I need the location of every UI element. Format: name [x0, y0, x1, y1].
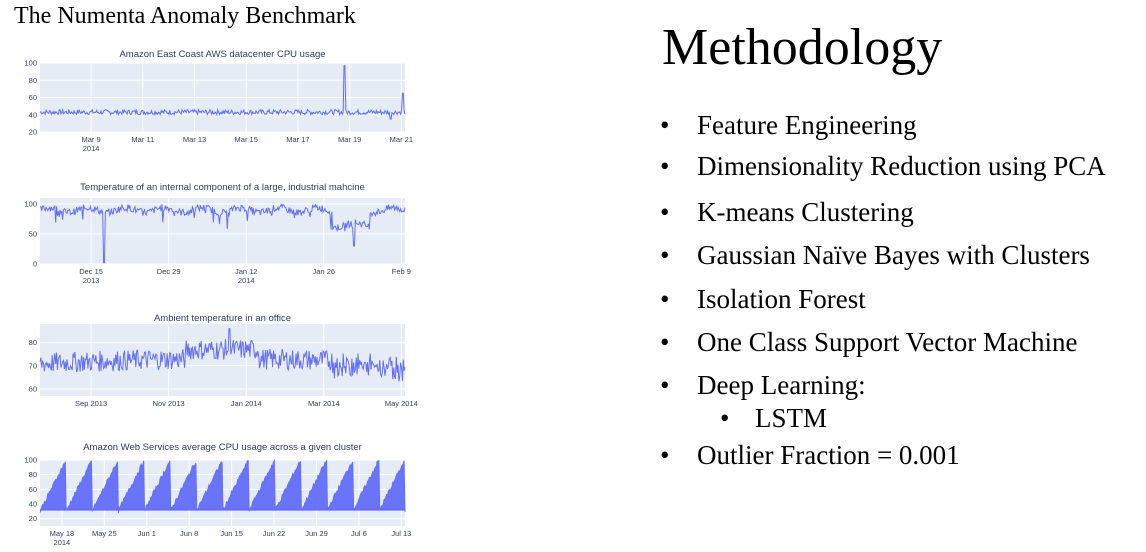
bullet-item: • K-means Clustering — [660, 197, 914, 228]
bullet-item: • Feature Engineering — [660, 110, 917, 141]
y-tick-label: 70 — [29, 361, 37, 370]
x-tick-label: Jul 6 — [351, 529, 367, 538]
y-tick-label: 80 — [29, 470, 37, 479]
x-tick-label: Nov 2013 — [153, 399, 185, 408]
bullet-dot: • — [660, 327, 670, 357]
chart-title: Amazon East Coast AWS datacenter CPU usa… — [119, 49, 325, 60]
bullet-text: Deep Learning: — [697, 370, 866, 400]
y-tick-label: 100 — [24, 59, 37, 68]
x-tick-label: Jun 15 — [220, 529, 243, 538]
chart-title: Ambient temperature in an office — [154, 313, 291, 324]
bullet-dot: • — [660, 370, 670, 400]
methodology-heading: Methodology — [662, 19, 943, 76]
y-tick-label: 60 — [29, 93, 37, 102]
y-tick-label: 0 — [33, 260, 37, 269]
x-tick-label: Dec 15 — [79, 267, 103, 276]
y-tick-label: 40 — [29, 500, 37, 509]
bullet-item: • Isolation Forest — [660, 284, 866, 315]
y-tick-label: 20 — [29, 128, 37, 137]
chart-aws-datacenter-cpu: Amazon East Coast AWS datacenter CPU usa… — [24, 49, 413, 153]
bullet-dot: • — [660, 151, 670, 181]
y-tick-label: 100 — [24, 200, 37, 209]
x-tick-label: Mar 19 — [338, 135, 361, 144]
bullet-dot: • — [660, 440, 670, 470]
x-tick-label: 2014 — [238, 276, 255, 285]
x-tick-label: Dec 29 — [157, 267, 181, 276]
bullet-text: K-means Clustering — [697, 197, 914, 227]
y-tick-label: 20 — [29, 514, 37, 523]
bullet-text: Isolation Forest — [697, 284, 866, 314]
x-tick-label: 2013 — [83, 276, 100, 285]
x-tick-label: Jun 29 — [305, 529, 328, 538]
bullet-dot: • — [660, 110, 670, 140]
bullet-dot: • — [660, 240, 670, 270]
chart-machine-temperature: Temperature of an internal component of … — [24, 182, 411, 285]
bullet-item: • Gaussian Naïve Bayes with Clusters — [660, 240, 1090, 271]
bullet-dot: • — [720, 403, 730, 433]
bullet-item: • Outlier Fraction = 0.001 — [660, 440, 960, 471]
bullet-text: Outlier Fraction = 0.001 — [697, 440, 960, 470]
bullet-text: One Class Support Vector Machine — [697, 327, 1078, 357]
bullet-dot: • — [660, 197, 670, 227]
bullet-item: • One Class Support Vector Machine — [660, 327, 1078, 358]
x-tick-label: 2014 — [54, 538, 71, 547]
x-tick-label: Mar 17 — [286, 135, 309, 144]
series-line — [40, 203, 406, 264]
chart-title: Temperature of an internal component of … — [80, 182, 365, 193]
bullet-item: • LSTM — [720, 403, 828, 434]
x-tick-label: Jun 8 — [180, 529, 198, 538]
x-tick-label: Jul 13 — [391, 529, 411, 538]
series-line — [39, 65, 406, 120]
x-tick-label: Jun 22 — [263, 529, 286, 538]
x-tick-label: Jan 26 — [313, 267, 336, 276]
bullet-text: Gaussian Naïve Bayes with Clusters — [697, 240, 1090, 270]
bullet-text: LSTM — [755, 403, 828, 433]
x-tick-label: Mar 15 — [235, 135, 258, 144]
series-line — [39, 458, 406, 514]
bullet-text: Feature Engineering — [697, 110, 917, 140]
bullet-text: Dimensionality Reduction using PCA — [697, 151, 1106, 181]
chart-office-temperature: Ambient temperature in an office 80 70 60 Se… — [29, 313, 418, 408]
x-tick-label: Mar 11 — [131, 135, 154, 144]
chart-title: Amazon Web Services average CPU usage ac… — [83, 442, 362, 453]
x-tick-label: Jan 2014 — [231, 399, 262, 408]
y-tick-label: 40 — [29, 110, 37, 119]
x-tick-label: Jun 1 — [138, 529, 156, 538]
x-tick-label: May 18 — [50, 529, 75, 538]
left-title: The Numenta Anomaly Benchmark — [14, 3, 356, 29]
bullet-item: • Deep Learning: — [660, 370, 866, 401]
x-tick-label: Sep 2013 — [75, 399, 107, 408]
x-tick-label: May 25 — [92, 529, 117, 538]
y-tick-label: 60 — [29, 385, 37, 394]
series-line — [39, 328, 406, 382]
y-tick-label: 60 — [29, 485, 37, 494]
x-tick-label: Mar 2014 — [308, 399, 340, 408]
x-tick-label: Mar 13 — [183, 135, 206, 144]
x-tick-label: Mar 9 — [82, 135, 101, 144]
bullet-dot: • — [660, 284, 670, 314]
chart-aws-cluster-cpu: Amazon Web Services average CPU usage ac… — [24, 442, 411, 547]
x-tick-label: May 2014 — [385, 399, 418, 408]
x-tick-label: Mar 21 — [390, 135, 413, 144]
x-tick-label: Feb 9 — [392, 267, 411, 276]
y-tick-label: 50 — [29, 230, 37, 239]
x-tick-label: Jan 12 — [235, 267, 258, 276]
x-tick-label: 2014 — [83, 144, 100, 153]
y-tick-label: 100 — [24, 456, 37, 465]
y-tick-label: 80 — [29, 338, 37, 347]
y-tick-label: 80 — [29, 76, 37, 85]
bullet-item: • Dimensionality Reduction using PCA — [660, 151, 1106, 182]
